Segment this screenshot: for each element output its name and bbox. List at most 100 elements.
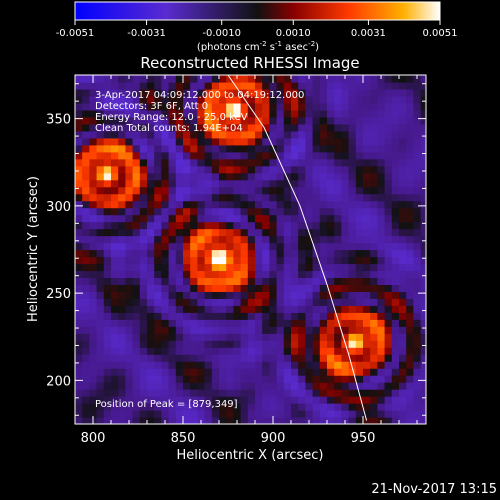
heatmap-pixel <box>399 417 407 424</box>
heatmap-pixel <box>420 158 426 167</box>
heatmap-pixel <box>82 144 90 153</box>
heatmap-pixel <box>219 102 227 111</box>
heatmap-pixel <box>334 256 342 265</box>
heatmap-pixel <box>391 270 400 279</box>
heatmap-pixel <box>111 368 119 376</box>
heatmap-pixel <box>406 291 414 299</box>
heatmap-pixel <box>183 186 191 195</box>
heatmap-pixel <box>226 270 234 279</box>
heatmap-pixel <box>204 116 213 125</box>
heatmap-pixel <box>240 179 249 188</box>
heatmap-pixel <box>183 137 191 146</box>
heatmap-pixel <box>233 389 242 397</box>
heatmap-pixel <box>161 130 170 139</box>
heatmap-pixel <box>348 284 357 292</box>
heatmap-pixel <box>89 165 98 174</box>
heatmap-pixel <box>363 235 371 244</box>
heatmap-pixel <box>82 263 90 272</box>
heatmap-pixel <box>204 333 213 341</box>
heatmap-pixel <box>319 361 328 369</box>
heatmap-pixel <box>111 389 119 397</box>
heatmap-pixel <box>341 389 350 397</box>
heatmap-pixel <box>82 193 90 202</box>
heatmap-pixel <box>82 291 90 299</box>
heatmap-pixel <box>420 221 426 230</box>
heatmap-pixel <box>355 305 364 313</box>
heatmap-pixel <box>406 158 414 167</box>
heatmap-pixel <box>312 354 321 362</box>
heatmap-pixel <box>384 200 393 209</box>
heatmap-pixel <box>377 88 386 97</box>
heatmap-pixel <box>413 130 422 139</box>
heatmap-pixel <box>240 158 249 167</box>
heatmap-pixel <box>384 165 393 174</box>
heatmap-pixel <box>168 284 177 292</box>
heatmap-pixel <box>168 382 177 390</box>
heatmap-pixel <box>334 151 342 160</box>
heatmap-pixel <box>384 158 393 167</box>
heatmap-pixel <box>190 186 198 195</box>
heatmap-pixel <box>132 361 141 369</box>
heatmap-pixel <box>298 291 306 299</box>
heatmap-pixel <box>327 249 335 258</box>
heatmap-pixel <box>161 382 170 390</box>
heatmap-pixel <box>111 375 119 383</box>
heatmap-pixel <box>413 256 422 265</box>
heatmap-pixel <box>384 361 393 369</box>
heatmap-pixel <box>327 326 335 334</box>
heatmap-pixel <box>291 284 299 292</box>
heatmap-pixel <box>305 382 314 390</box>
heatmap-pixel <box>183 179 191 188</box>
heatmap-pixel <box>262 403 270 411</box>
heatmap-pixel <box>175 340 184 348</box>
heatmap-pixel <box>384 242 393 251</box>
heatmap-pixel <box>413 333 422 341</box>
heatmap-pixel <box>341 270 350 279</box>
heatmap-pixel <box>305 137 314 146</box>
heatmap-pixel <box>183 263 191 272</box>
heatmap-pixel <box>233 214 242 223</box>
heatmap-pixel <box>370 151 378 160</box>
heatmap-pixel <box>147 249 155 258</box>
heatmap-pixel <box>219 172 227 181</box>
heatmap-pixel <box>420 368 426 376</box>
heatmap-pixel <box>348 382 357 390</box>
heatmap-pixel <box>89 263 98 272</box>
heatmap-pixel <box>247 172 256 181</box>
heatmap-pixel <box>384 186 393 195</box>
solar-limb-line <box>227 75 368 421</box>
heatmap-pixel <box>355 158 364 167</box>
heatmap-pixel <box>276 186 285 195</box>
heatmap-pixel <box>363 102 371 111</box>
heatmap-pixel <box>327 403 335 411</box>
heatmap-pixel <box>255 312 263 320</box>
heatmap-pixel <box>132 270 141 279</box>
heatmap-pixel <box>190 207 198 216</box>
heatmap-pixel <box>399 382 407 390</box>
heatmap-pixel <box>204 305 213 313</box>
heatmap-pixel <box>183 193 191 202</box>
heatmap-pixel <box>327 298 335 306</box>
heatmap-pixel <box>197 221 206 230</box>
heatmap-pixel <box>391 221 400 230</box>
heatmap-pixel <box>125 256 134 265</box>
heatmap-pixel <box>183 333 191 341</box>
heatmap-pixel <box>399 172 407 181</box>
heatmap-pixel <box>89 277 98 285</box>
heatmap-pixel <box>125 361 134 369</box>
heatmap-pixel <box>96 75 105 83</box>
heatmap-pixel <box>219 116 227 125</box>
heatmap-pixel <box>341 130 350 139</box>
heatmap-pixel <box>348 417 357 424</box>
heatmap-pixel <box>341 298 350 306</box>
heatmap-pixel <box>233 88 242 97</box>
heatmap-pixel <box>211 417 220 424</box>
heatmap-pixel <box>75 319 83 327</box>
heatmap-pixel <box>75 75 83 83</box>
heatmap-pixel <box>399 165 407 174</box>
heatmap-pixel <box>175 410 184 418</box>
heatmap-pixel <box>406 410 414 418</box>
heatmap-pixel <box>305 165 314 174</box>
heatmap-pixel <box>262 144 270 153</box>
heatmap-pixel <box>154 375 162 383</box>
